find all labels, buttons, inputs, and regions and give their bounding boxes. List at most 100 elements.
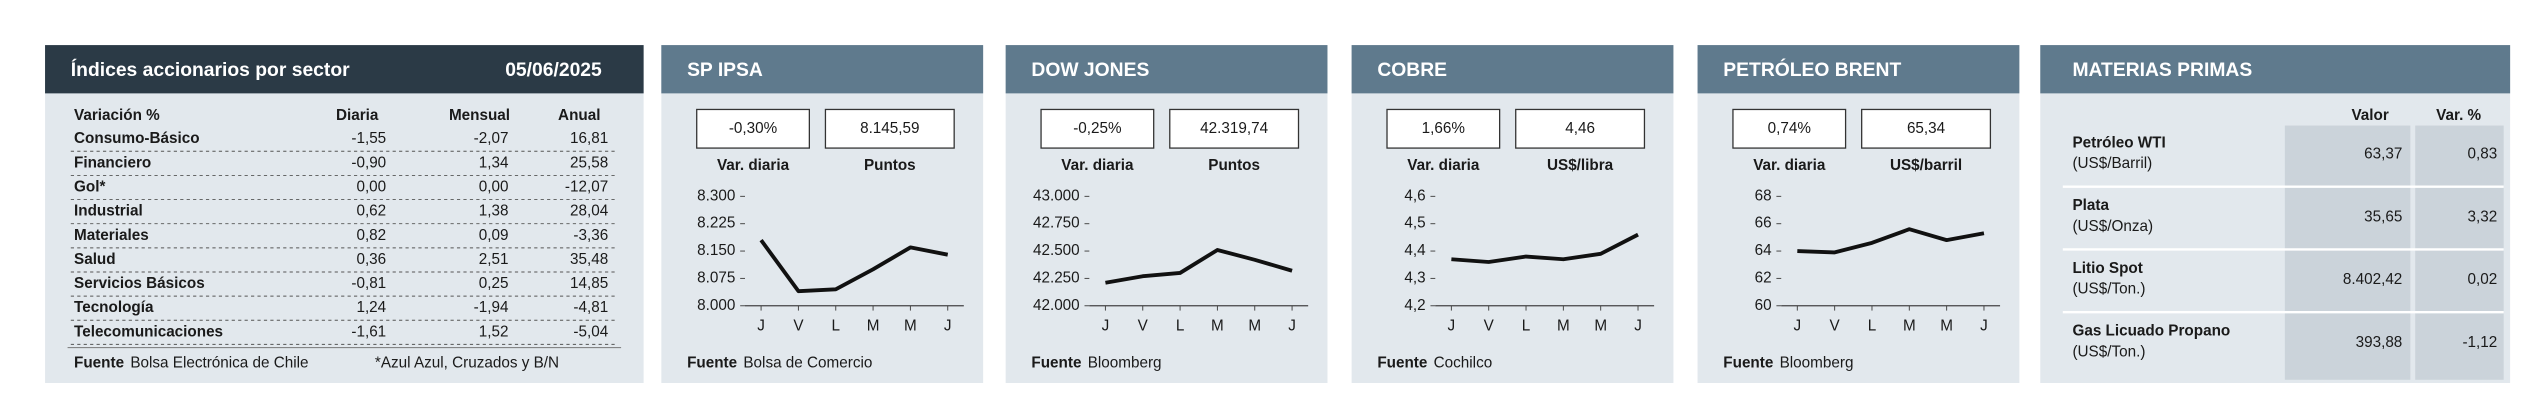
y-tick-label: 4,5 [1404,215,1425,232]
change-column [2415,125,2504,380]
x-tick-label: J [1288,318,1296,335]
y-tick-label: 8.000 [697,297,735,314]
panel-body [661,45,984,383]
line-series [1451,232,1639,264]
level-label: US$/libra [1547,157,1614,174]
cell-value: -1,55 [351,130,386,147]
level-label: US$/barril [1890,157,1962,174]
y-tick-label: 66 [1755,215,1772,232]
source-label: Fuente [1723,355,1773,372]
source: Bloomberg [1780,355,1854,372]
x-tick-label: L [1868,318,1877,335]
y-tick-label: 8.075 [697,269,735,286]
row-label: Consumo-Básico [74,130,200,147]
line-series [759,238,949,294]
source-label: Fuente [1377,355,1427,372]
panel-title: Índices accionarios por sector [71,58,350,81]
line-series [1105,248,1293,285]
x-tick-label: J [1102,318,1110,335]
y-tick-label: 42.750 [1033,215,1080,232]
cell-value: -0,90 [351,154,386,171]
row-label: Salud [74,251,116,268]
x-tick-label: V [1484,318,1495,335]
x-tick-label: J [1634,318,1642,335]
column-header: Anual [558,107,600,124]
level-box [1861,108,1992,149]
x-tick-label: J [1793,318,1801,335]
y-tick-label: 42.250 [1033,269,1080,286]
cell-value: -2,07 [474,130,509,147]
panel-body [1697,45,2020,383]
column-header: Var. % [2436,107,2481,124]
cell-value: 35,48 [570,251,608,268]
cell-value: 1,34 [479,154,509,171]
panel-header [2040,45,2511,94]
level-value: 4,46 [1565,120,1595,137]
item-unit: (US$/Ton.) [2072,281,2145,298]
panel-title: MATERIAS PRIMAS [2072,60,2252,81]
x-tick-label: L [831,318,840,335]
level-box [1515,108,1646,149]
x-tick-label: M [1557,318,1570,335]
x-tick-label: J [757,318,765,335]
cell-value: 1,52 [479,323,509,340]
y-tick-label: 60 [1755,297,1772,314]
panel-body [1005,45,1328,383]
x-tick-label: L [1176,318,1185,335]
cell-value: 0,25 [479,275,509,292]
panel-header [1351,45,1674,94]
y-tick-label: 42.000 [1033,297,1080,314]
level-label: Puntos [1208,157,1260,174]
x-tick-label: V [1138,318,1149,335]
item-unit: (US$/Barril) [2072,155,2152,172]
panel-body [1351,45,1674,383]
item-change: 3,32 [2468,208,2498,225]
level-label: Puntos [864,157,916,174]
source: Bolsa de Comercio [743,355,872,372]
panel-title: PETRÓLEO BRENT [1723,57,1901,81]
item-value: 63,37 [2364,146,2402,163]
x-tick-label: L [1522,318,1530,335]
cell-value: 0,36 [356,251,386,268]
cell-value: 2,51 [479,251,509,268]
level-box [1169,108,1300,149]
item-value: 35,65 [2364,208,2402,225]
x-tick-label: V [793,318,804,335]
cell-value: 1,24 [356,299,386,316]
change-box [696,108,810,149]
panel-title: COBRE [1377,60,1447,81]
cell-value: 25,58 [570,154,608,171]
cell-value: 14,85 [570,275,608,292]
cell-value: 0,00 [356,179,386,196]
change-label: Var. diaria [1753,157,1826,174]
source-label: Fuente [687,355,737,372]
source-label: Fuente [1031,355,1081,372]
cell-value: -1,94 [474,299,509,316]
item-change: 0,83 [2468,146,2498,163]
y-tick-label: 4,6 [1404,187,1425,204]
item-unit: (US$/Onza) [2072,218,2153,235]
y-tick-label: 68 [1755,187,1772,204]
cell-value: -1,61 [351,323,386,340]
x-tick-label: M [1903,318,1916,335]
cell-value: -3,36 [573,227,608,244]
y-tick-label: 4,3 [1404,269,1425,286]
item-name: Plata [2072,197,2109,214]
x-tick-label: M [867,318,880,335]
cell-value: -5,04 [573,323,608,340]
x-tick-label: M [1211,318,1224,335]
panel-header [1697,45,2020,94]
x-tick-label: J [1448,318,1456,335]
item-change: 0,02 [2468,271,2498,288]
item-value: 393,88 [2356,334,2403,351]
source-label: Fuente [74,355,124,372]
level-value: 42.319,74 [1200,120,1268,137]
x-tick-label: M [1248,318,1261,335]
panel-title: SP IPSA [687,60,763,81]
panel-header [661,45,984,94]
row-label: Telecomunicaciones [74,323,223,340]
cell-value: 28,04 [570,203,609,220]
y-tick-label: 64 [1755,242,1772,259]
change-label: Var. diaria [1061,157,1134,174]
y-tick-label: 8.300 [697,187,735,204]
